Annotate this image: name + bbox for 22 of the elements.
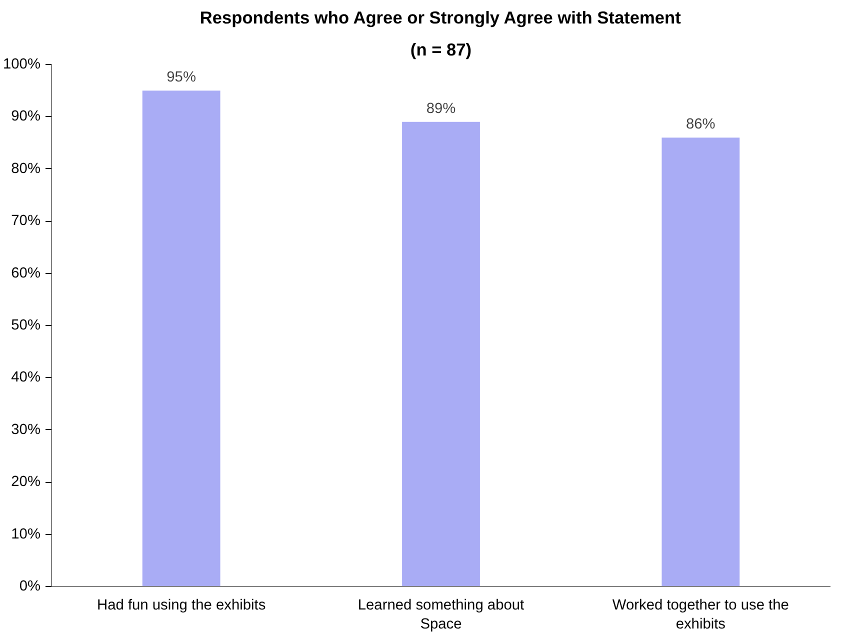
y-tick-label: 60% [11,265,41,282]
y-tick-label: 20% [11,474,41,490]
chart-subtitle: (n = 87) [410,40,472,60]
bar [402,122,480,586]
x-tick-label: Learned something about Space [358,598,524,633]
bar [142,90,220,586]
bar [662,138,740,586]
chart-title: Respondents who Agree or Strongly Agree with Statement [200,8,682,28]
y-tick-label: 90% [11,108,41,125]
y-tick-label: 10% [11,526,41,542]
data-label: 86% [686,116,716,133]
y-tick-label: 30% [11,422,41,438]
y-tick-label: 70% [11,213,41,230]
y-tick-label: 40% [11,370,41,386]
data-label: 95% [166,70,196,86]
data-label: 89% [426,100,456,117]
y-tick-label: 0% [19,578,41,594]
y-tick-label: 80% [11,160,41,177]
x-tick-label: Had fun using the exhibits [97,598,266,614]
x-tick-label: Worked together to use the exhibits [612,598,789,633]
y-tick-label: 100% [3,56,41,72]
y-tick-label: 50% [11,318,41,334]
